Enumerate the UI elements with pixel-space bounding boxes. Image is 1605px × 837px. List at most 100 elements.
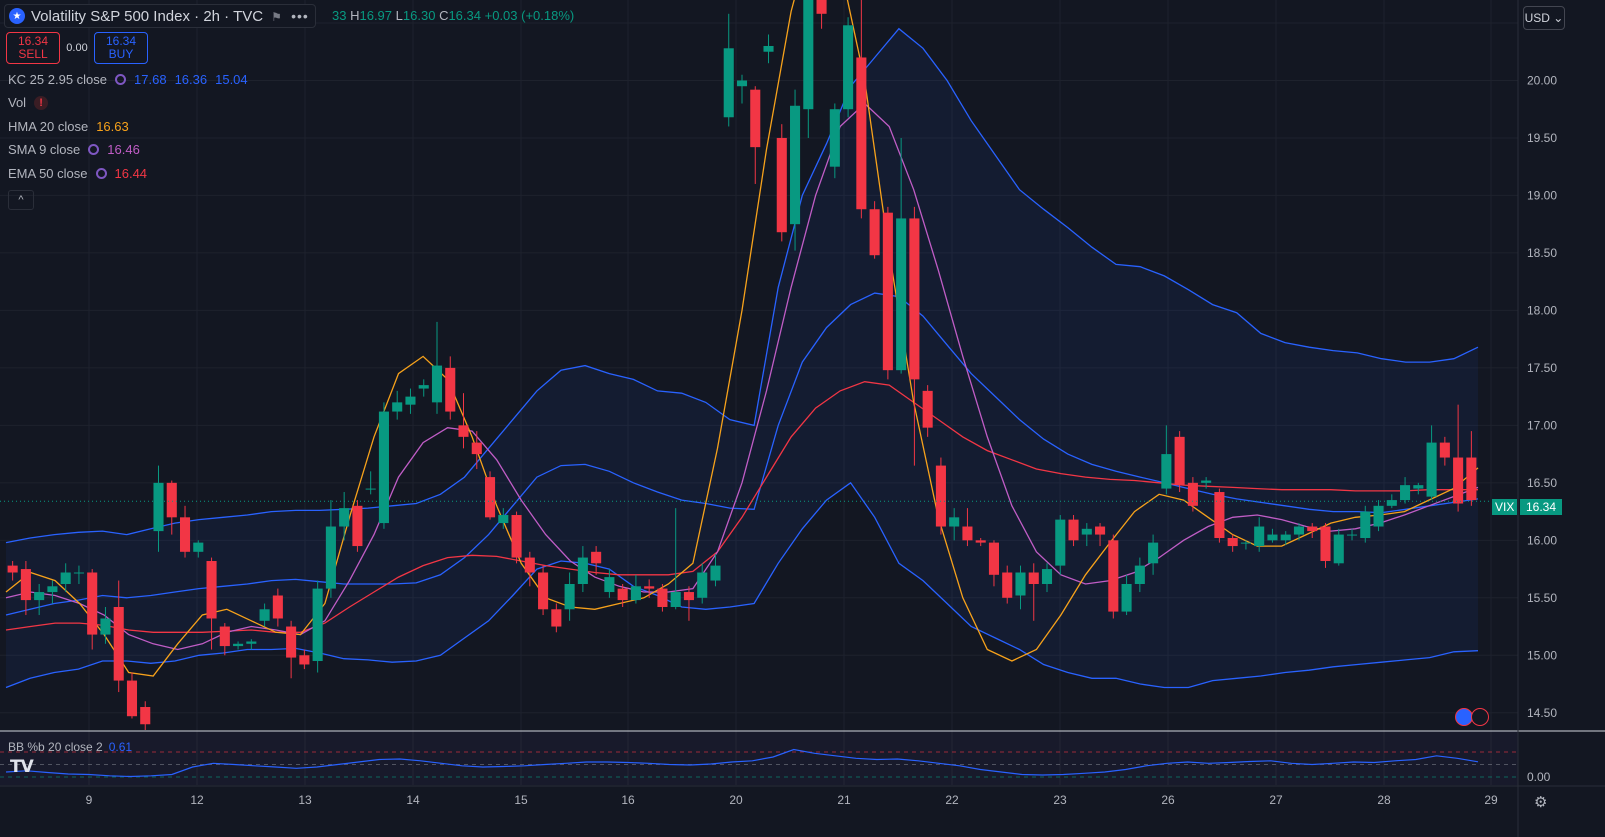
x-tick-label: 9	[86, 793, 93, 807]
x-tick-label: 14	[406, 793, 420, 807]
y-tick-label: 20.00	[1527, 73, 1557, 87]
candle-body	[233, 643, 244, 647]
y-tick-label: 19.00	[1527, 188, 1557, 202]
candle-body	[882, 212, 893, 371]
candle-body	[829, 109, 840, 167]
candle-body	[975, 540, 986, 543]
candle-body	[1041, 569, 1053, 584]
candle-body	[776, 137, 787, 233]
candle-body	[312, 588, 323, 662]
y-tick-label: 18.00	[1527, 303, 1557, 317]
indicator-label: KC 25 2.95 close	[8, 72, 108, 87]
candle-body	[922, 390, 933, 428]
keltner-mid-line	[5, 292, 1479, 616]
candle-body	[179, 517, 191, 552]
indicator-hma[interactable]: HMA 20 close 16.63	[8, 119, 129, 134]
candle-body	[1453, 457, 1464, 504]
gear-icon[interactable]: ⚙	[1534, 794, 1548, 811]
symbol-title: Volatility S&P 500 Index · 2h · TVC	[31, 7, 264, 25]
indicator-kc[interactable]: KC 25 2.95 close 17.68 16.36 15.04	[8, 72, 248, 87]
y-tick-label: 15.50	[1527, 591, 1557, 605]
candle-body	[538, 572, 549, 610]
candle-body	[577, 557, 588, 584]
candle-body	[564, 584, 575, 610]
candle-body	[445, 367, 456, 412]
y-tick-label: 15.00	[1527, 648, 1557, 662]
currency-label: USD	[1524, 11, 1550, 25]
cycle-icon	[88, 144, 100, 155]
candle-body	[73, 572, 84, 574]
symbol-header[interactable]: ★ Volatility S&P 500 Index · 2h · TVC ⚑ …	[4, 4, 316, 28]
subpane-background	[0, 731, 1518, 785]
candle-body	[1015, 572, 1026, 596]
x-tick-label: 28	[1377, 793, 1391, 807]
open-fragment: 33	[332, 8, 347, 23]
candle-body	[962, 526, 973, 541]
sell-label: SELL	[18, 47, 48, 61]
candle-body	[856, 57, 867, 210]
buy-price: 16.34	[105, 34, 137, 48]
candle-body	[418, 385, 429, 389]
candle-body	[471, 442, 482, 455]
candle-body	[1254, 526, 1265, 547]
candle-body	[1426, 442, 1437, 497]
candle-body	[988, 542, 1000, 575]
ohlc-readout: 33 H16.97 L16.30 C16.34 +0.03 (+0.18%)	[332, 8, 574, 23]
buy-button[interactable]: 16.34 BUY	[94, 32, 148, 64]
x-tick-label: 13	[298, 793, 312, 807]
candle-body	[1293, 526, 1305, 535]
currency-selector[interactable]: USD ⌄	[1523, 6, 1565, 30]
indicator-label: Vol	[8, 95, 27, 110]
x-tick-label: 29	[1484, 793, 1498, 807]
candle-body	[1333, 534, 1344, 564]
sell-button[interactable]: 16.34 SELL	[6, 32, 60, 64]
candle-body	[405, 396, 416, 405]
candle-body	[1068, 519, 1079, 541]
hma-value: 16.63	[96, 119, 129, 134]
indicator-label: SMA 9 close	[8, 142, 81, 157]
flag-marker-icon[interactable]: ⚑	[271, 10, 282, 24]
warning-icon[interactable]: !	[34, 95, 49, 110]
bb-subpane-legend[interactable]: BB %b 20 close 2 0.61	[8, 740, 132, 754]
indicator-vol[interactable]: Vol !	[8, 95, 49, 110]
candle-body	[1227, 538, 1238, 547]
kc-upper-value: 17.68	[134, 72, 167, 87]
bb-label: BB %b 20 close 2	[8, 740, 103, 754]
candle-body	[1121, 584, 1132, 612]
indicator-ema[interactable]: EMA 50 close 16.44	[8, 166, 147, 181]
candle-body	[1400, 485, 1411, 501]
candle-body	[206, 561, 217, 619]
candle-body	[166, 482, 177, 518]
indicator-sma[interactable]: SMA 9 close 16.46	[8, 142, 140, 157]
candle-body	[935, 465, 946, 527]
candle-body	[710, 565, 721, 581]
candle-body	[551, 609, 562, 627]
collapse-legend-button[interactable]: ^	[8, 190, 34, 210]
x-tick-label: 23	[1053, 793, 1067, 807]
tradingview-logo[interactable]: TV	[10, 757, 34, 777]
candle-body	[1148, 542, 1159, 564]
candle-body	[1466, 457, 1477, 501]
candle-body	[697, 572, 708, 598]
candle-body	[803, 0, 814, 110]
x-tick-label: 21	[837, 793, 851, 807]
kc-lower-value: 15.04	[215, 72, 248, 87]
candle-body	[843, 25, 854, 110]
candle-body	[153, 482, 164, 532]
spread-value: 0.00	[66, 42, 88, 54]
candle-body	[630, 586, 641, 601]
candle-body	[1267, 534, 1278, 541]
price-tag-value: 16.34	[1520, 499, 1562, 515]
candle-body	[1346, 534, 1358, 536]
candle-body	[113, 606, 124, 681]
buy-label: BUY	[108, 47, 134, 61]
close-key: C	[439, 8, 449, 23]
lightning-icon[interactable]	[1471, 708, 1489, 726]
candle-body	[259, 609, 270, 621]
candle-body	[378, 411, 389, 524]
more-options-icon[interactable]: •••	[291, 8, 309, 24]
candle-body	[1081, 528, 1092, 535]
candle-body	[219, 626, 230, 647]
